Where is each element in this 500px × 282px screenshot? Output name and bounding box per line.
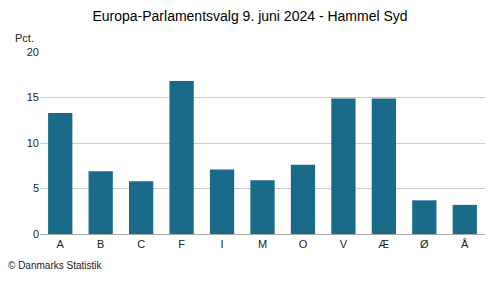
svg-text:Å: Å <box>461 238 469 250</box>
svg-text:Europa-Parlamentsvalg 9. juni: Europa-Parlamentsvalg 9. juni 2024 - Ham… <box>92 8 407 24</box>
svg-text:Pct.: Pct. <box>15 32 34 44</box>
svg-text:I: I <box>221 238 224 250</box>
svg-text:Ø: Ø <box>420 238 429 250</box>
svg-text:C: C <box>137 238 145 250</box>
svg-text:5: 5 <box>33 182 39 194</box>
svg-text:20: 20 <box>27 46 39 58</box>
svg-text:A: A <box>57 238 65 250</box>
svg-text:F: F <box>178 238 185 250</box>
svg-text:0: 0 <box>33 228 39 240</box>
svg-text:B: B <box>97 238 104 250</box>
svg-text:10: 10 <box>27 137 39 149</box>
svg-text:15: 15 <box>27 91 39 103</box>
svg-text:© Danmarks Statistik: © Danmarks Statistik <box>8 260 103 271</box>
svg-text:M: M <box>258 238 267 250</box>
svg-text:V: V <box>340 238 348 250</box>
svg-text:Æ: Æ <box>378 238 389 250</box>
svg-text:O: O <box>299 238 308 250</box>
